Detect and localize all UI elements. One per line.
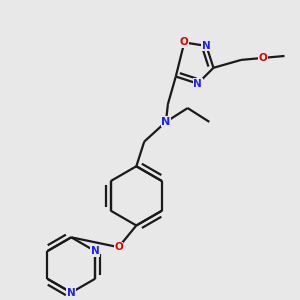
- Text: N: N: [91, 246, 100, 256]
- Text: O: O: [114, 242, 123, 252]
- Text: O: O: [180, 38, 189, 47]
- Text: N: N: [161, 117, 171, 127]
- Text: N: N: [193, 79, 202, 88]
- Text: O: O: [258, 53, 267, 63]
- Text: N: N: [202, 41, 211, 51]
- Text: N: N: [67, 288, 76, 298]
